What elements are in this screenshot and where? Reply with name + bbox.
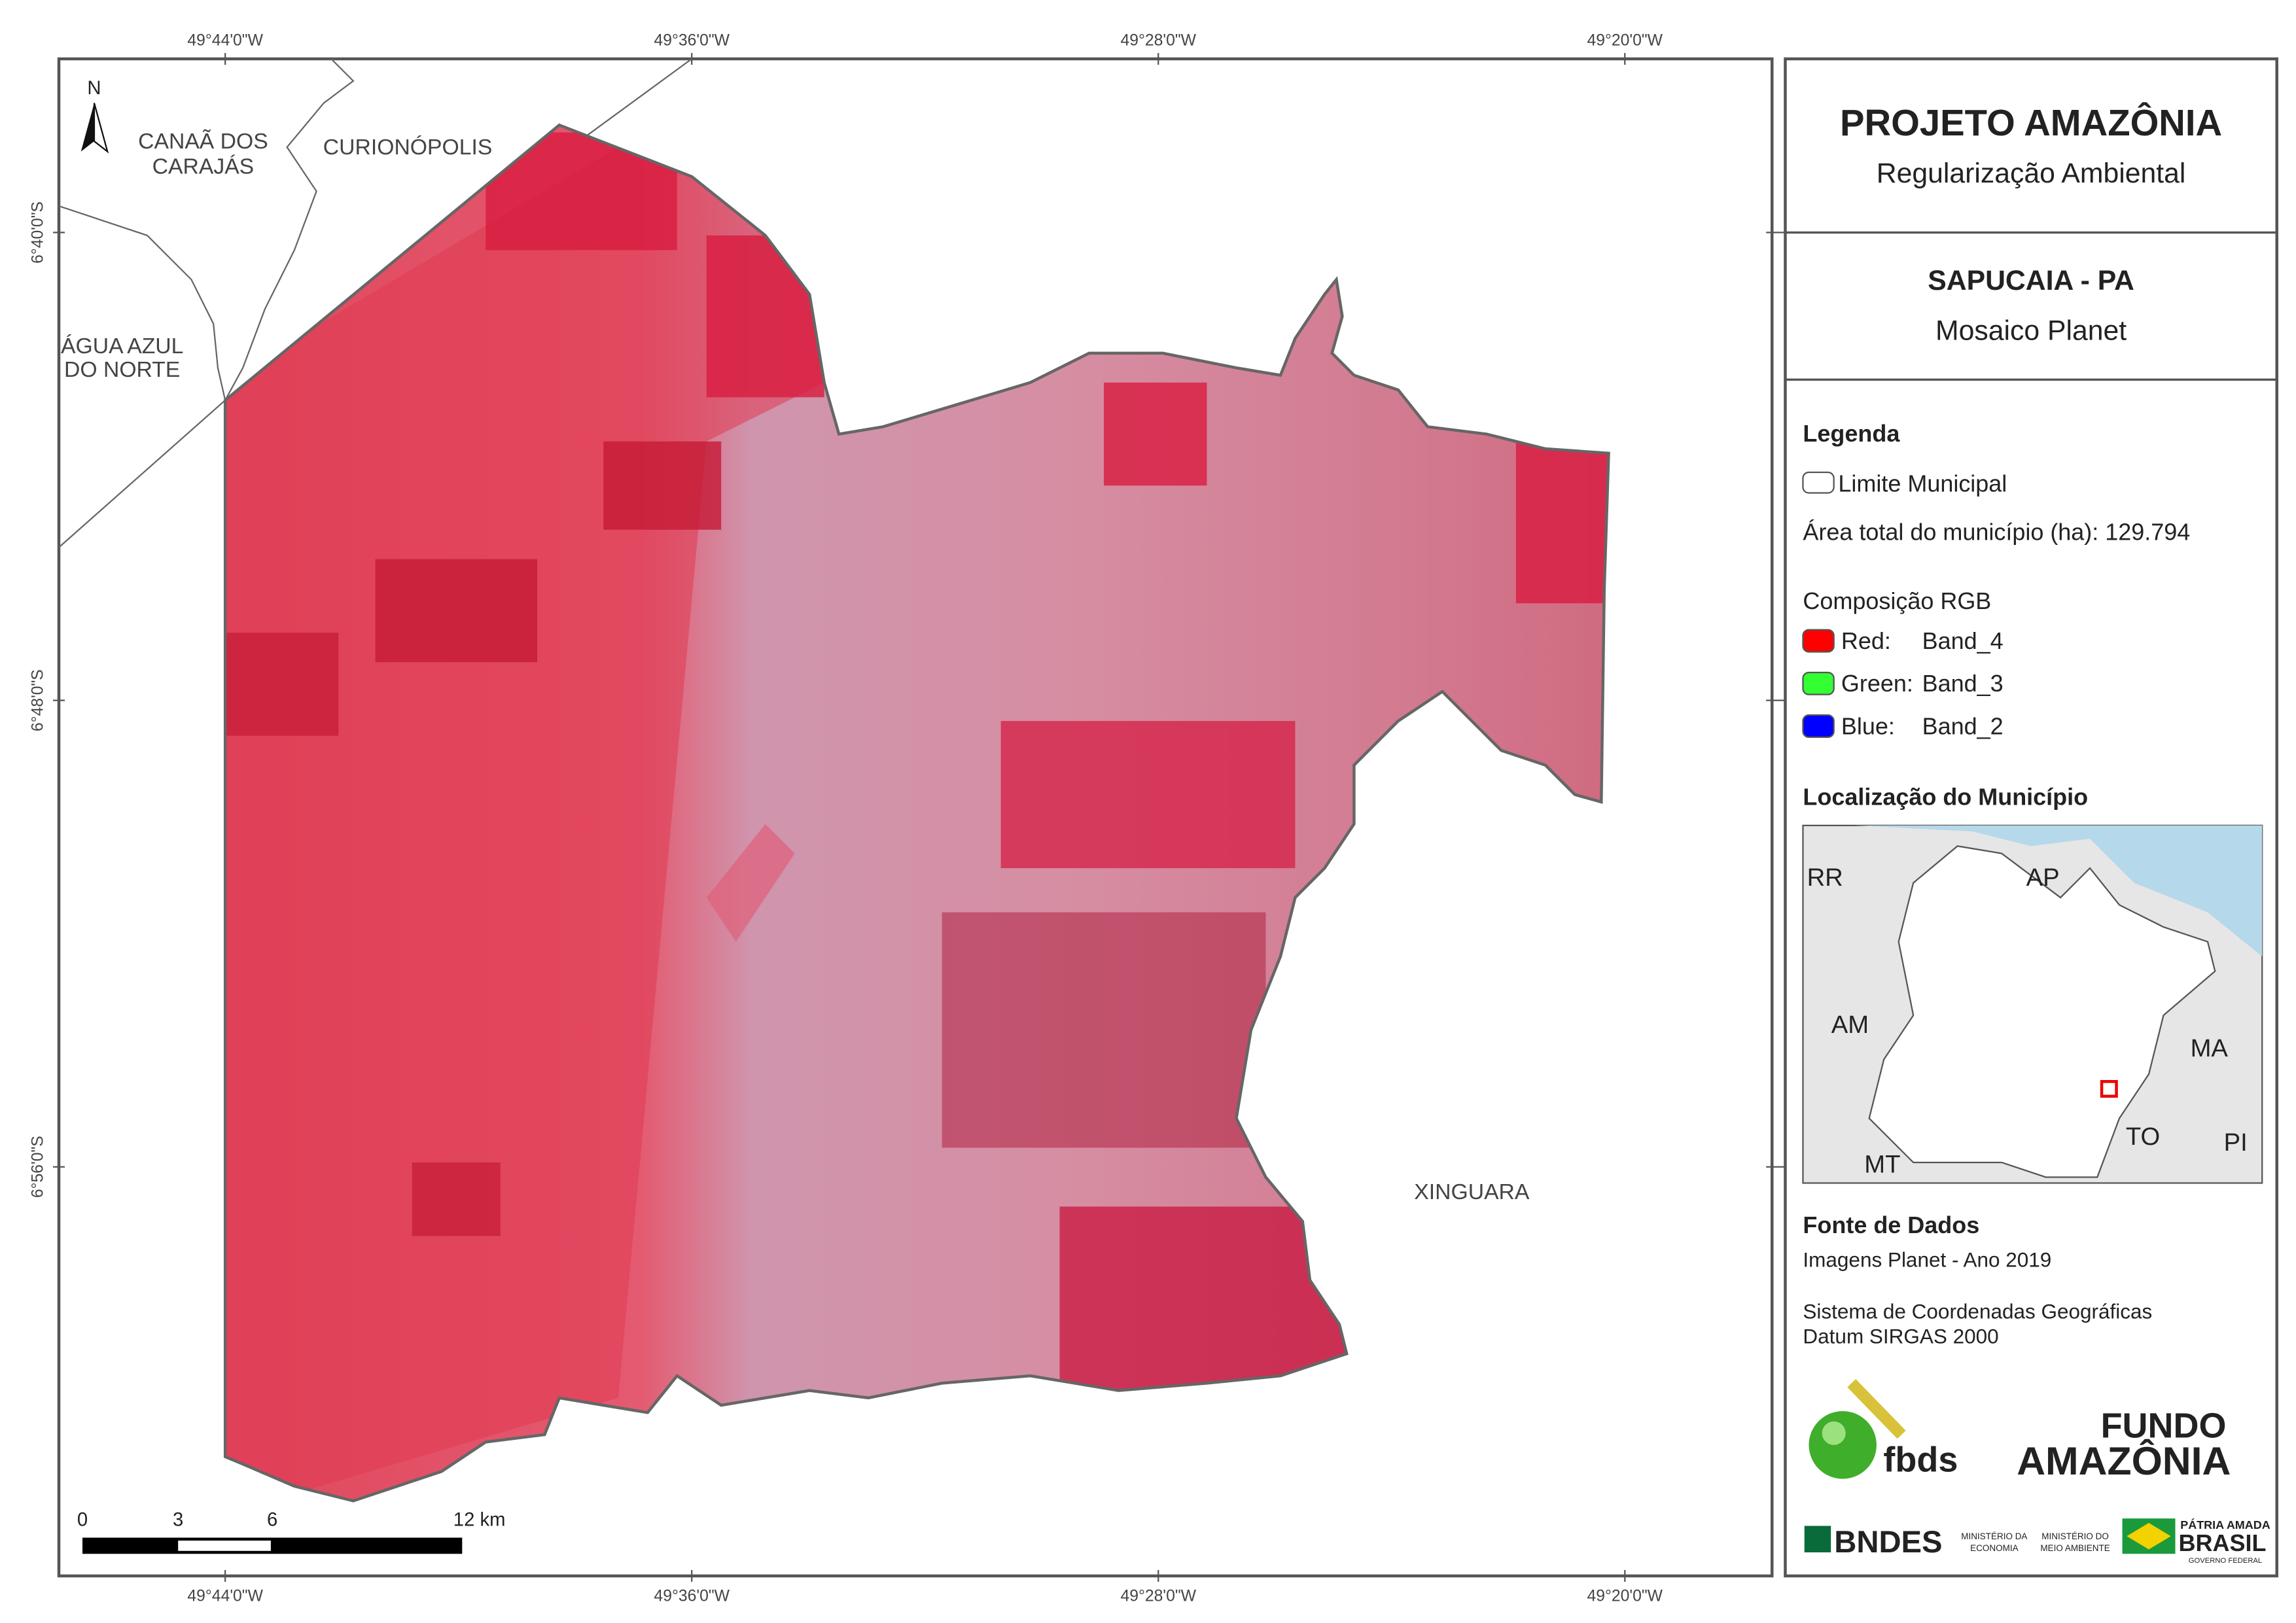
boundary-swatch <box>1802 471 1835 494</box>
para-state <box>1868 845 2216 1178</box>
lon-label: 49°36'0"W <box>654 32 730 50</box>
forest-patch <box>225 633 339 736</box>
band-name: Band_4 <box>1922 627 2004 654</box>
state-label: AM <box>1831 1011 1869 1039</box>
forest-patch <box>942 912 1266 1148</box>
logo-shape <box>1804 1526 1831 1553</box>
ocean <box>1854 825 2263 957</box>
logos: fbds FUNDO AMAZÔNIA BNDES MINISTÉRIO DA … <box>1804 1379 2270 1565</box>
lon-label: 49°36'0"W <box>654 1587 730 1605</box>
scale-label: 0 <box>77 1510 88 1531</box>
title: PROJETO AMAZÔNIA <box>1840 102 2222 143</box>
state-label: AP <box>2026 864 2060 892</box>
logo-text: MINISTÉRIO DO <box>2041 1531 2109 1541</box>
band-swatch <box>1802 629 1835 653</box>
municipality: SAPUCAIA - PA <box>1928 265 2134 296</box>
state-label: TO <box>2126 1123 2160 1151</box>
logo-shape <box>1822 1421 1846 1445</box>
legend-title: Legenda <box>1803 420 1900 447</box>
logo-text: fbds <box>1883 1440 1958 1479</box>
scale-label: 12 km <box>453 1510 506 1531</box>
subtitle: Regularização Ambiental <box>1877 158 2186 189</box>
scale-bar: 0 3 6 12 km <box>77 1510 506 1554</box>
lon-label: 49°44'0"W <box>187 1587 263 1605</box>
scale-label: 6 <box>267 1510 277 1531</box>
side-panel <box>1784 57 2278 1578</box>
logo-shape <box>1847 1379 1906 1439</box>
state-label: PI <box>2224 1128 2248 1157</box>
forest-patch <box>412 1162 501 1236</box>
forest-patch <box>603 441 722 530</box>
scale-segment <box>178 1541 271 1551</box>
sources-title: Fonte de Dados <box>1803 1212 1979 1238</box>
lon-label: 49°20'0"W <box>1587 32 1663 50</box>
forest-patch <box>375 559 538 663</box>
logo-text: GOVERNO FEDERAL <box>2189 1557 2262 1565</box>
forest-patch <box>1104 382 1207 486</box>
band-swatch <box>1802 714 1835 739</box>
state-label: MA <box>2191 1034 2229 1062</box>
location-inset: RR AP AM MA TO PI MT <box>1802 824 2263 1184</box>
band-name: Band_3 <box>1922 670 2004 697</box>
lon-label: 49°44'0"W <box>187 32 263 50</box>
place-name: CARAJÁS <box>152 154 255 179</box>
rgb-title: Composição RGB <box>1803 587 1991 614</box>
logo-text: MEIO AMBIENTE <box>2040 1543 2110 1553</box>
boundary-line <box>224 58 355 401</box>
forest-patch <box>1515 441 1609 604</box>
lat-label: 6°40'0"S <box>29 201 46 264</box>
arrow-half <box>80 103 94 152</box>
logo-text: ECONOMIA <box>1970 1543 2018 1553</box>
scale-segment <box>82 1537 463 1554</box>
north-label: N <box>87 78 101 99</box>
source-line: Sistema de Coordenadas Geográficas <box>1803 1299 2152 1323</box>
mosaic-strip <box>706 824 795 942</box>
band-name: Band_2 <box>1922 712 2004 739</box>
band-channel: Blue: <box>1841 712 1895 739</box>
lon-label: 49°20'0"W <box>1587 1587 1663 1605</box>
logo-text: AMAZÔNIA <box>2017 1439 2231 1483</box>
place-name: CANAÃ DOS <box>138 129 268 154</box>
boundary-line <box>58 205 226 401</box>
scale-label: 3 <box>173 1510 183 1531</box>
logo-text: BNDES <box>1834 1525 1942 1560</box>
place-name: ÁGUA AZUL <box>61 334 183 358</box>
band-swatch <box>1802 671 1835 695</box>
municipality-marker <box>2100 1080 2118 1098</box>
forest-patch <box>1000 721 1296 869</box>
lat-label: 6°48'0"S <box>29 669 46 731</box>
logo-text: BRASIL <box>2179 1529 2267 1556</box>
place-name: DO NORTE <box>64 357 180 382</box>
graticule: 49°44'0"W 49°44'0"W 49°36'0"W 49°36'0"W 49°2… <box>29 32 1796 1605</box>
lat-label: 6°56'0"S <box>29 1136 46 1198</box>
logo-shape <box>1809 1411 1877 1479</box>
band-legend: Red: Band_4 Green: Band_3 Blue: Band_2 <box>1802 627 2004 739</box>
state-label: RR <box>1807 864 1843 892</box>
band-channel: Red: <box>1841 627 1891 654</box>
lon-label: 49°28'0"W <box>1120 32 1196 50</box>
product: Mosaico Planet <box>1935 315 2127 347</box>
band-channel: Green: <box>1841 670 1913 697</box>
place-name: XINGUARA <box>1414 1179 1530 1204</box>
state-label: MT <box>1864 1151 1900 1179</box>
logo-text: MINISTÉRIO DA <box>1961 1531 2027 1541</box>
logo-text: FUNDO <box>2101 1406 2227 1446</box>
area-text: Área total do município (ha): 129.794 <box>1803 519 2190 546</box>
lon-label: 49°28'0"W <box>1120 1587 1196 1605</box>
legend-entry: Limite Municipal <box>1838 470 2007 497</box>
place-name: CURIONÓPOLIS <box>323 135 493 160</box>
source-line: Datum SIRGAS 2000 <box>1803 1325 1998 1348</box>
north-arrow: N <box>80 78 109 154</box>
source-line: Imagens Planet - Ano 2019 <box>1803 1248 2051 1272</box>
logo-text: PÁTRIA AMADA <box>2180 1518 2270 1531</box>
location-title: Localização do Município <box>1803 783 2088 810</box>
arrow-half <box>93 103 109 154</box>
